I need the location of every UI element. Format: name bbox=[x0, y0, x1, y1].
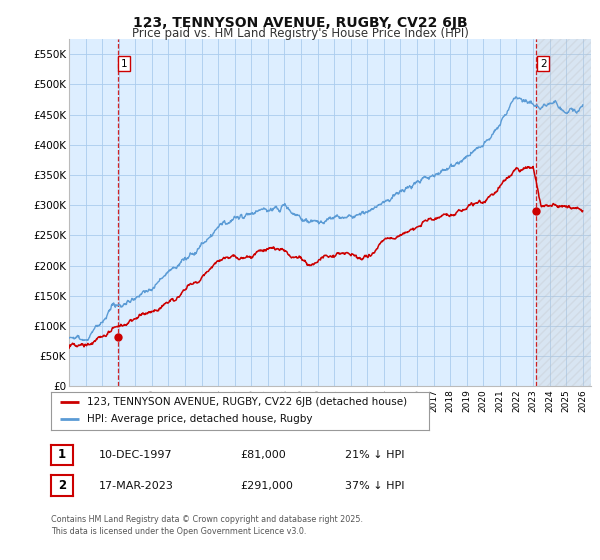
Bar bbox=[536, 39, 591, 386]
Text: Contains HM Land Registry data © Crown copyright and database right 2025.
This d: Contains HM Land Registry data © Crown c… bbox=[51, 515, 363, 536]
Text: HPI: Average price, detached house, Rugby: HPI: Average price, detached house, Rugb… bbox=[87, 414, 313, 424]
Text: 123, TENNYSON AVENUE, RUGBY, CV22 6JB: 123, TENNYSON AVENUE, RUGBY, CV22 6JB bbox=[133, 16, 467, 30]
Text: £81,000: £81,000 bbox=[240, 450, 286, 460]
Text: 1: 1 bbox=[121, 58, 128, 68]
Text: 10-DEC-1997: 10-DEC-1997 bbox=[99, 450, 173, 460]
Text: 2: 2 bbox=[58, 479, 66, 492]
Text: 2: 2 bbox=[540, 58, 547, 68]
Text: 17-MAR-2023: 17-MAR-2023 bbox=[99, 480, 174, 491]
Text: £291,000: £291,000 bbox=[240, 480, 293, 491]
Text: 37% ↓ HPI: 37% ↓ HPI bbox=[345, 480, 404, 491]
Text: 1: 1 bbox=[58, 448, 66, 461]
Text: Price paid vs. HM Land Registry's House Price Index (HPI): Price paid vs. HM Land Registry's House … bbox=[131, 27, 469, 40]
Text: 21% ↓ HPI: 21% ↓ HPI bbox=[345, 450, 404, 460]
Text: 123, TENNYSON AVENUE, RUGBY, CV22 6JB (detached house): 123, TENNYSON AVENUE, RUGBY, CV22 6JB (d… bbox=[87, 397, 407, 407]
